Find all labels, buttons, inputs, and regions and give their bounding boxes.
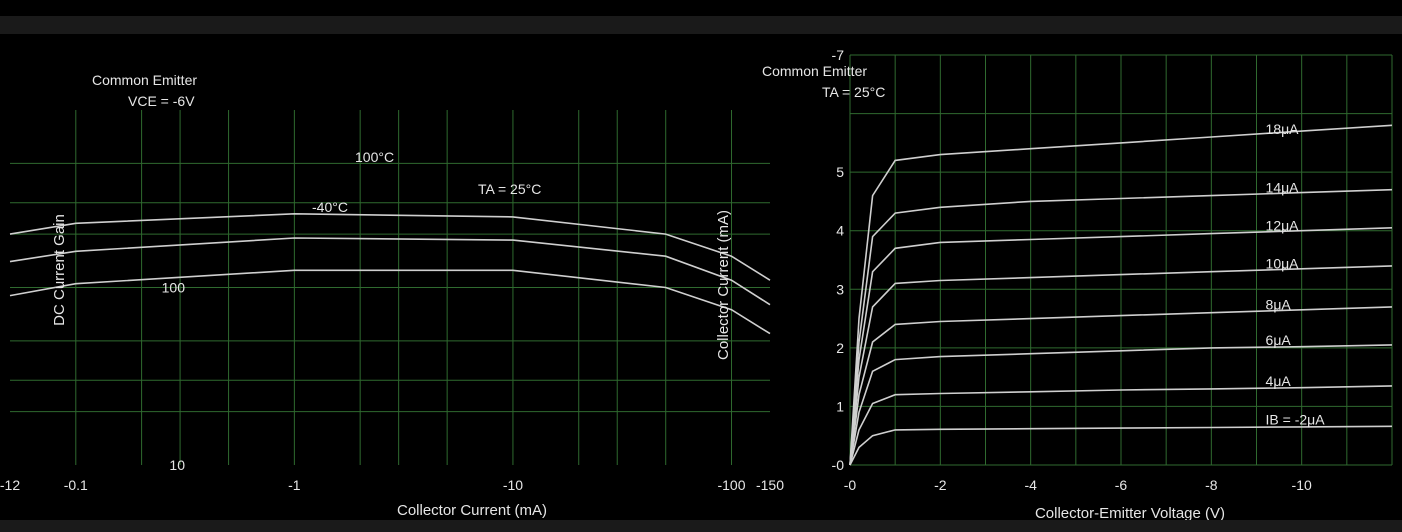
right-x-tick-label: -10	[1292, 477, 1312, 493]
left-annotation-100c: 100°C	[355, 149, 394, 165]
left-y-axis-label: DC Current Gain	[51, 214, 68, 326]
left-curves	[9, 212, 771, 335]
left-series-line-2	[9, 269, 771, 335]
right-tick-labels: -0 -2 -4 -6 -8 -10 -0 1 2 3 4 5 -7	[832, 47, 1312, 493]
right-y-tick-label: -7	[832, 47, 845, 63]
right-y-tick-label: 3	[836, 281, 844, 297]
right-x-tick-label: -8	[1205, 477, 1218, 493]
left-x-axis-label: Collector Current (mA)	[397, 502, 547, 519]
right-series-line-6	[849, 385, 1393, 466]
right-series-line-2	[849, 227, 1393, 466]
right-x-tick-label: -6	[1115, 477, 1128, 493]
left-x-tick-label: -12	[0, 477, 20, 493]
left-y-tick-label: 10	[169, 457, 185, 473]
right-grid	[849, 54, 1393, 466]
left-annotation-ta: TA = 25°C	[478, 181, 541, 197]
right-x-tick-label: -0	[844, 477, 857, 493]
right-y-tick-label: 5	[836, 164, 844, 180]
right-series-line-3	[849, 265, 1393, 466]
right-series-label: 14μA	[1266, 180, 1300, 196]
right-series-line-1	[849, 188, 1393, 466]
right-series-label: 18μA	[1266, 121, 1300, 137]
right-series-label: 4μA	[1266, 373, 1292, 389]
left-annotation-vce: VCE = -6V	[128, 93, 195, 109]
right-curves: 18μA 14μA 12μA 10μA 8μA 6μA 4μA IB = -2μA	[849, 121, 1393, 466]
left-x-tick-label: -10	[503, 477, 523, 493]
right-series-line-0	[849, 124, 1393, 466]
right-series-label: 6μA	[1266, 332, 1292, 348]
right-y-tick-label: 1	[836, 398, 844, 414]
left-series-line-0	[9, 212, 771, 281]
right-x-tick-label: -4	[1024, 477, 1037, 493]
right-y-axis-label: Collector Current (mA)	[715, 210, 732, 360]
right-y-tick-label: 2	[836, 340, 844, 356]
header-band	[0, 16, 1402, 34]
right-series-line-4	[849, 306, 1393, 466]
left-annotation-minus40c: -40°C	[312, 199, 348, 215]
right-annotation-ta: TA = 25°C	[822, 84, 885, 100]
footer-band	[0, 520, 1402, 532]
left-y-tick-label: 100	[162, 280, 186, 296]
right-series-label: 10μA	[1266, 256, 1300, 272]
right-series-label: 12μA	[1266, 218, 1300, 234]
right-series-line-7	[849, 425, 1393, 466]
left-tick-labels: -12 -0.1 -1 -10 -100 -150 10 100	[0, 280, 784, 494]
right-annotation-common-emitter: Common Emitter	[762, 63, 867, 79]
left-x-tick-label: -100	[717, 477, 745, 493]
left-x-tick-label: -0.1	[64, 477, 88, 493]
left-grid	[10, 110, 770, 465]
right-y-tick-label: -0	[832, 457, 845, 473]
right-series-label: IB = -2μA	[1266, 412, 1326, 428]
right-y-tick-label: 4	[836, 223, 844, 239]
right-series-label: 8μA	[1266, 297, 1292, 313]
left-series-line-1	[9, 237, 771, 306]
right-x-axis-label: Collector-Emitter Voltage (V)	[1035, 505, 1225, 522]
left-x-tick-label: -1	[288, 477, 301, 493]
left-annotation-common-emitter: Common Emitter	[92, 72, 197, 88]
chart-left-dc-current-gain: -12 -0.1 -1 -10 -100 -150 10 100 Common Emitter…	[0, 72, 784, 519]
left-x-tick-label: -150	[756, 477, 784, 493]
right-x-tick-label: -2	[934, 477, 947, 493]
right-series-line-5	[849, 344, 1393, 466]
